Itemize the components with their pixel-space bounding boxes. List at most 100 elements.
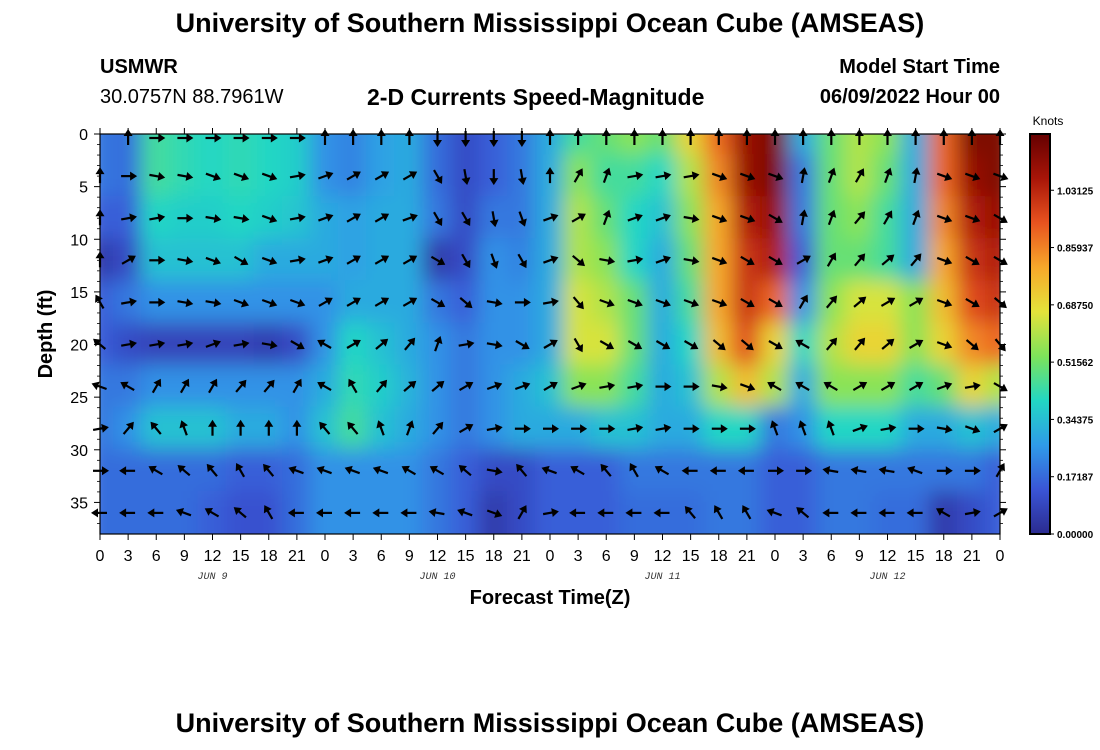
current-arrow (854, 337, 866, 351)
x-tick-label: 21 (738, 548, 756, 565)
current-arrow (208, 419, 217, 436)
current-arrow (683, 171, 700, 181)
current-arrow (208, 378, 218, 394)
current-arrow (739, 214, 756, 224)
current-arrow (964, 172, 981, 182)
current-arrow (374, 213, 390, 223)
current-arrow (908, 424, 925, 434)
current-arrow (119, 508, 136, 518)
current-arrow (318, 171, 334, 180)
current-arrow (711, 214, 728, 224)
x-tick-label: 6 (152, 548, 161, 565)
heatmap-cell (984, 490, 1000, 534)
current-arrow (739, 424, 756, 434)
current-arrow (122, 421, 134, 435)
current-arrow (768, 255, 783, 266)
current-arrow (798, 294, 808, 310)
current-arrow (292, 419, 302, 436)
current-arrow (261, 172, 278, 182)
x-tick-label: 15 (232, 548, 250, 565)
current-arrow (573, 337, 583, 353)
y-tick-label: 10 (70, 232, 88, 249)
current-arrow (767, 381, 782, 392)
heatmap-cell (100, 196, 115, 241)
x-tick-label: 12 (879, 548, 897, 565)
current-arrow (683, 298, 700, 308)
current-arrow (150, 421, 162, 435)
heatmap-cell (984, 196, 1000, 241)
current-arrow (912, 209, 921, 226)
current-arrow (261, 214, 278, 224)
current-arrow (768, 340, 783, 350)
current-arrow (740, 255, 755, 266)
current-arrow (263, 379, 275, 393)
current-arrow (713, 505, 724, 520)
current-arrow (768, 213, 783, 224)
current-arrow (795, 339, 810, 349)
heatmap-cell (100, 490, 115, 534)
x-tick-label: 15 (682, 548, 700, 565)
current-arrow (936, 256, 953, 266)
current-arrow (235, 379, 247, 393)
current-arrow (739, 383, 756, 392)
current-arrow (542, 297, 559, 307)
current-arrow (401, 465, 417, 476)
current-arrow (936, 298, 953, 308)
heatmap-cell (984, 154, 1000, 199)
current-arrow (289, 133, 306, 143)
current-arrow (768, 297, 783, 308)
current-arrow (711, 382, 728, 392)
current-arrow (514, 424, 531, 434)
current-arrow (878, 466, 895, 475)
current-arrow (149, 213, 166, 223)
heatmap-cell (872, 490, 903, 534)
heatmap-cell (450, 490, 481, 534)
current-arrow (711, 172, 728, 182)
current-arrow (205, 214, 222, 223)
current-arrow (826, 420, 835, 436)
heatmap-cell (113, 490, 144, 534)
colorbar-tick-label: 0.51562 (1057, 358, 1094, 369)
current-arrow (683, 340, 699, 350)
current-arrow (405, 420, 415, 436)
current-arrow (825, 295, 838, 309)
heatmap-cell (844, 490, 875, 534)
current-arrow (490, 253, 499, 269)
current-arrow (571, 381, 587, 391)
current-arrow (346, 255, 361, 265)
x-tick-label: 3 (124, 548, 133, 565)
current-arrow (289, 298, 306, 308)
current-arrow (461, 169, 471, 185)
current-arrow (205, 172, 221, 182)
current-arrow (402, 255, 418, 265)
current-arrow (993, 423, 1008, 434)
current-arrow (798, 420, 807, 436)
current-arrow (457, 507, 473, 517)
heatmap-cell (984, 238, 1000, 283)
current-arrow (571, 424, 588, 434)
current-arrow (344, 465, 361, 475)
current-arrow (572, 296, 584, 310)
current-arrow (653, 508, 670, 518)
current-arrow (907, 465, 923, 475)
current-arrow (177, 465, 191, 477)
current-arrow (205, 339, 221, 349)
current-arrow (993, 255, 1008, 266)
current-arrow (318, 255, 334, 264)
current-arrow (375, 338, 389, 350)
current-arrow (543, 213, 559, 222)
heatmap-cell (506, 490, 537, 534)
current-arrow (233, 507, 247, 519)
current-arrow (261, 340, 278, 350)
current-arrow (233, 133, 250, 143)
current-arrow (823, 381, 838, 392)
x-tick-label: 3 (799, 548, 808, 565)
current-arrow (486, 423, 503, 433)
heatmap-cell (956, 490, 987, 534)
current-arrow (233, 298, 250, 308)
current-arrow (599, 381, 616, 391)
heatmap-cell (900, 490, 931, 534)
heatmap-cell (253, 134, 284, 156)
current-arrow (965, 297, 980, 308)
y-tick-label: 5 (79, 180, 88, 197)
